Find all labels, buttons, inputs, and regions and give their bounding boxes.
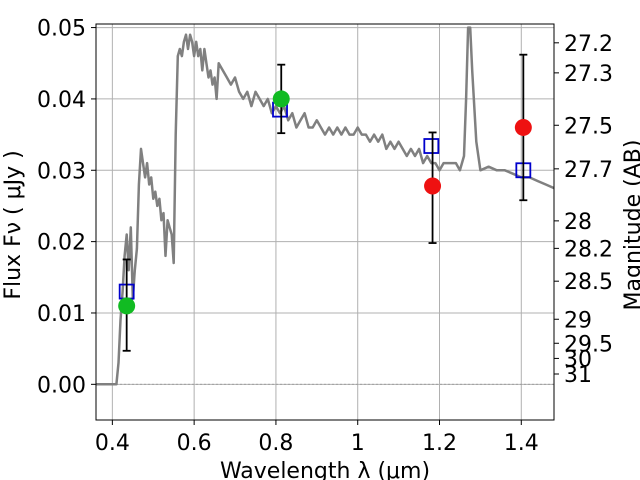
y-tick-label: 0.01 bbox=[37, 302, 86, 327]
y2-axis-label: Magnitude (AB) bbox=[621, 140, 640, 311]
y-tick-label: 0.03 bbox=[37, 159, 86, 184]
y-tick-label: 0.05 bbox=[37, 17, 86, 42]
y-axis-flux: 0.00 0.01 0.02 0.03 0.04 0.05 bbox=[37, 17, 96, 398]
x-axis: 0.4 0.6 0.8 1 1.2 1.4 bbox=[95, 420, 539, 456]
upper-limit-point bbox=[424, 177, 442, 195]
mag-tick-label: 29 bbox=[564, 308, 592, 333]
y-tick-label: 0.02 bbox=[37, 231, 86, 256]
mag-tick-label: 29.5 bbox=[564, 332, 613, 357]
x-axis-label: Wavelength λ (μm) bbox=[220, 459, 430, 480]
upper-limit-point bbox=[514, 118, 532, 136]
mag-tick-label: 28.5 bbox=[564, 270, 613, 295]
mag-tick-label: 27.7 bbox=[564, 158, 613, 183]
y-tick-label: 0.00 bbox=[37, 373, 86, 398]
plot-frame bbox=[95, 23, 555, 421]
model-photometry-square bbox=[423, 138, 440, 154]
plot-area bbox=[96, 26, 554, 386]
mag-tick-label: 30 bbox=[564, 347, 592, 372]
x-tick-label: 0.6 bbox=[177, 431, 212, 456]
grid bbox=[96, 24, 554, 420]
y-axis-label: Flux Fν ( μJy ) bbox=[1, 150, 26, 299]
x-tick-label: 1.4 bbox=[504, 431, 539, 456]
sed-model-line bbox=[96, 26, 554, 386]
mag-tick-label: 28 bbox=[564, 210, 592, 235]
x-tick-label: 0.4 bbox=[95, 431, 130, 456]
mag-tick-label: 31 bbox=[564, 363, 592, 388]
detection-point bbox=[272, 90, 290, 108]
mag-tick-label: 27.2 bbox=[564, 32, 613, 57]
detection-point bbox=[118, 297, 136, 315]
x-tick-label: 0.8 bbox=[258, 431, 293, 456]
mag-tick-label: 27.5 bbox=[564, 114, 613, 139]
x-tick-label: 1 bbox=[351, 431, 365, 456]
y-tick-label: 0.04 bbox=[37, 88, 86, 113]
mag-tick-label: 28.2 bbox=[564, 237, 613, 262]
x-tick-label: 1.2 bbox=[422, 431, 457, 456]
mag-tick-label: 27.3 bbox=[564, 62, 613, 87]
